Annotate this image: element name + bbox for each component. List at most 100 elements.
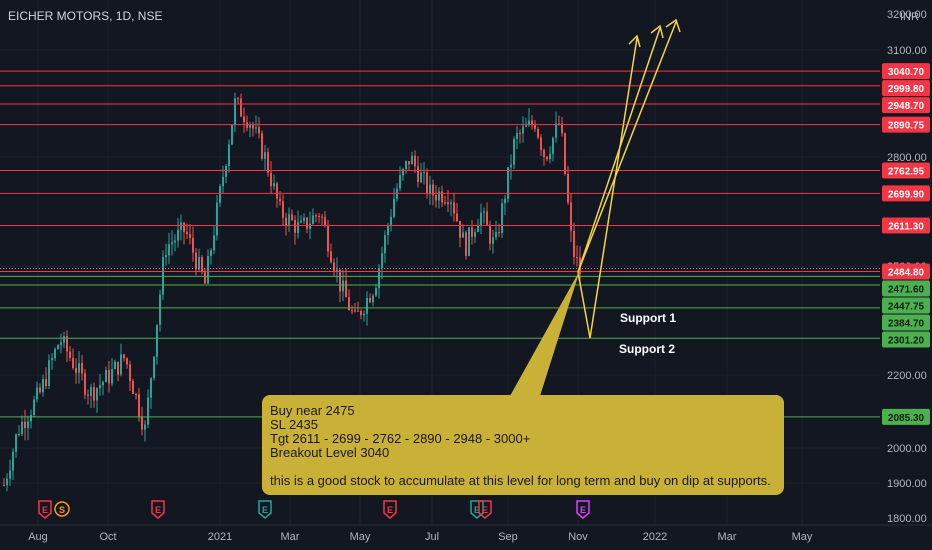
candle <box>390 209 392 232</box>
candle <box>171 230 173 256</box>
y-tick-label: 2800.00 <box>887 152 927 164</box>
candle <box>243 107 245 133</box>
candle <box>39 383 41 395</box>
candle <box>555 111 557 143</box>
note-box <box>262 395 784 495</box>
price-axis-ticks: 3200.003100.002800.002500.002200.002000.… <box>887 9 927 525</box>
candle <box>462 224 464 238</box>
candle <box>180 214 182 241</box>
candle <box>432 179 434 206</box>
price-tag-label: 2447.75 <box>888 302 925 313</box>
price-tag-label: 2484.80 <box>888 268 925 279</box>
candle <box>117 361 119 382</box>
currency-label: INR <box>900 11 919 23</box>
candle <box>66 330 68 363</box>
note-line-5: this is a good stock to accumulate at th… <box>270 473 771 488</box>
candle <box>3 478 5 487</box>
candle <box>366 291 368 326</box>
candle <box>552 136 554 162</box>
candle <box>384 230 386 263</box>
candle <box>207 249 209 285</box>
svg-text:E: E <box>262 505 268 515</box>
grid <box>0 0 880 525</box>
svg-text:E: E <box>42 505 48 515</box>
price-tag-2: 2948.70 <box>882 97 930 114</box>
candle <box>144 420 146 442</box>
price-tag-12: 2085.30 <box>882 408 930 425</box>
candle <box>294 215 296 245</box>
candle <box>315 213 317 223</box>
candle <box>348 289 350 311</box>
candle <box>549 146 551 164</box>
price-tag-7: 2484.80 <box>882 263 930 280</box>
candle <box>570 193 572 243</box>
candle <box>468 227 470 257</box>
price-tag-11: 2301.20 <box>882 331 930 348</box>
price-tag-9: 2447.75 <box>882 297 930 314</box>
candle <box>333 258 335 277</box>
candle <box>444 195 446 206</box>
price-tag-label: 2085.30 <box>888 413 925 424</box>
candle <box>510 154 512 180</box>
candle <box>420 162 422 184</box>
candle <box>474 228 476 243</box>
event-marker-0: E <box>38 500 52 519</box>
candle <box>387 222 389 245</box>
candle <box>546 155 548 162</box>
svg-text:S: S <box>59 505 65 515</box>
candle <box>327 219 329 258</box>
candle <box>162 250 164 300</box>
candle <box>24 409 26 441</box>
candle <box>540 134 542 156</box>
candle <box>360 309 362 320</box>
note-line-2: SL 2435 <box>270 417 318 432</box>
candle <box>6 473 8 492</box>
candle <box>69 345 71 362</box>
candle <box>270 161 272 195</box>
candle <box>261 130 263 161</box>
candle <box>303 213 305 224</box>
event-marker-6: E <box>478 500 492 519</box>
event-marker-7: E <box>576 500 590 519</box>
candle <box>219 183 221 207</box>
candles <box>3 92 581 492</box>
candle <box>363 310 365 322</box>
candle <box>96 387 98 414</box>
candle <box>564 132 566 176</box>
target-arrows <box>577 18 681 339</box>
arrow-head-2 <box>650 24 664 39</box>
candle <box>72 348 74 370</box>
candle <box>525 117 527 128</box>
candle <box>102 380 104 396</box>
candle <box>213 226 215 255</box>
arrow-head-3 <box>665 18 681 33</box>
candle <box>528 108 530 127</box>
candle <box>393 187 395 219</box>
candle <box>99 373 101 396</box>
price-tag-6: 2611.30 <box>882 217 930 234</box>
price-tag-0: 3040.70 <box>882 63 930 80</box>
x-tick-label: May <box>350 531 371 543</box>
price-tag-label: 2611.30 <box>888 222 924 233</box>
candle <box>561 117 563 137</box>
candle <box>402 167 404 181</box>
candle <box>351 305 353 315</box>
candle <box>336 257 338 283</box>
candle <box>84 369 86 400</box>
candle <box>567 165 569 205</box>
candle <box>456 202 458 223</box>
candle <box>81 354 83 381</box>
x-tick-label: 2021 <box>208 531 232 543</box>
price-tag-label: 2890.75 <box>888 121 925 132</box>
candle <box>486 202 488 226</box>
price-tag-label: 2471.60 <box>888 285 925 296</box>
y-tick-label: 2200.00 <box>887 370 927 382</box>
event-marker-3: E <box>258 500 272 519</box>
candle <box>372 293 374 307</box>
candle <box>150 377 152 409</box>
candle <box>198 248 200 272</box>
candle <box>138 388 140 422</box>
note-line-1: Buy near 2475 <box>270 403 355 418</box>
